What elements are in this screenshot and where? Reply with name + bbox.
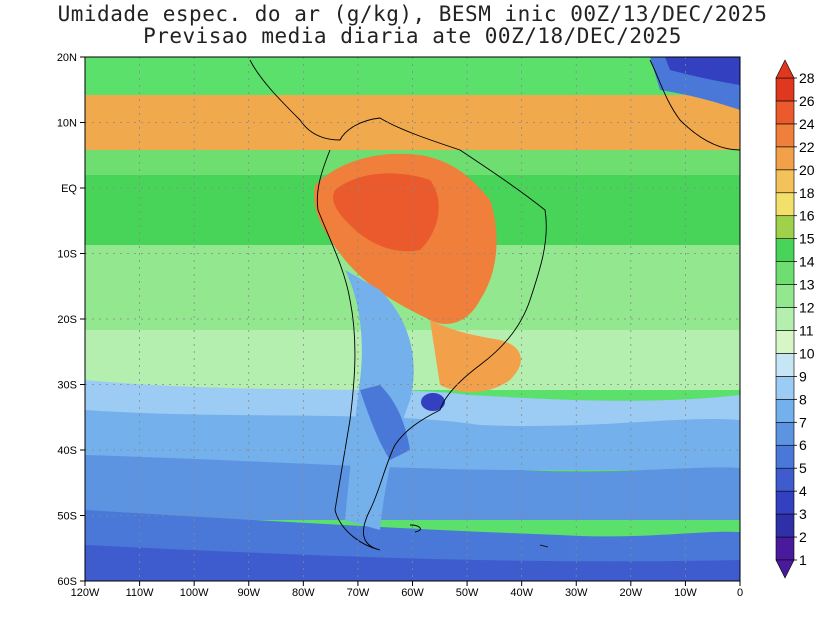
colorbar-segment: [775, 261, 795, 285]
latitude-label: 10S: [57, 249, 77, 261]
longitude-label: 120W: [71, 587, 100, 599]
colorbar-high-arrow: [775, 59, 795, 79]
longitude-label: 20W: [620, 587, 643, 599]
colorbar-label: 5: [799, 460, 807, 476]
longitude-label: 70W: [347, 587, 370, 599]
colorbar-label: 22: [799, 139, 815, 155]
colorbar-segment: [775, 192, 795, 217]
colorbar-label: 14: [799, 254, 815, 270]
colorbar-segment: [775, 284, 795, 308]
latitude-label: 30S: [57, 380, 77, 392]
latitude-label: 20N: [57, 52, 77, 64]
longitude-label: 10W: [674, 587, 697, 599]
longitude-label: 110W: [126, 587, 155, 599]
colorbar-label: 3: [799, 506, 807, 522]
colorbar-segment: [775, 238, 795, 262]
longitude-label: 100W: [180, 587, 209, 599]
longitude-labels: 120W 110W 100W 90W 80W 70W 60W 50W 40W 30W 20W 10W 0: [71, 587, 743, 599]
longitude-label: 30W: [565, 587, 588, 599]
colorbar-label: 7: [799, 414, 807, 430]
colorbar-label: 8: [799, 391, 807, 407]
colorbar-label: 11: [799, 322, 814, 338]
longitude-label: 80W: [292, 587, 315, 599]
colorbar-segment: [775, 513, 795, 538]
map-title-line2: Previsao media diaria ate 00Z/18/DEC/202…: [143, 24, 682, 48]
colorbar-label: 20: [799, 162, 815, 178]
colorbar-segment: [775, 215, 795, 239]
colorbar-segment: [775, 467, 795, 492]
latitude-label: 60S: [57, 576, 77, 588]
colorbar-segment: [775, 444, 795, 469]
colorbar-segment: [775, 376, 795, 400]
latitude-labels: 20N 10N EQ 10S 20S 30S 40S 50S 60S: [57, 52, 78, 588]
colorbar-label: 4: [799, 483, 807, 499]
coastlines: [249, 59, 740, 551]
colorbar-segment: [775, 146, 795, 171]
colorbar-segment: [775, 330, 795, 354]
longitude-label: 60W: [401, 587, 424, 599]
latitude-label: 20S: [57, 314, 77, 326]
longitude-label: 0: [737, 587, 743, 599]
colorbar-label: 9: [799, 368, 807, 384]
colorbar-segment: [775, 307, 795, 331]
colorbar-label: 15: [799, 231, 815, 247]
colorbar-low-arrow: [775, 559, 795, 579]
colorbar-label: 24: [799, 116, 815, 132]
colorbar-label: 18: [799, 185, 815, 201]
colorbar-segment: [775, 169, 795, 194]
latitude-label: 50S: [57, 511, 77, 523]
colorbar-segment: [775, 536, 795, 561]
colorbar-segment: [775, 100, 795, 125]
map-title-line1: Umidade espec. do ar (g/kg), BESM inic 0…: [57, 2, 768, 26]
colorbar-segment: [775, 421, 795, 446]
colorbar-segment: [775, 490, 795, 515]
colorbar-label: 26: [799, 93, 815, 109]
colorbar-label: 10: [799, 345, 815, 361]
colorbar-label: 2: [799, 529, 807, 545]
longitude-label: 40W: [510, 587, 533, 599]
colorbar-label: 16: [799, 208, 815, 224]
colorbar-label: 12: [799, 300, 815, 316]
colorbar-label: 6: [799, 437, 807, 453]
colorbar-label: 1: [799, 552, 807, 568]
axis-ticks: [80, 56, 741, 586]
longitude-label: 50W: [456, 587, 479, 599]
colorbar-segment: [775, 399, 795, 423]
latitude-label: 40S: [57, 445, 77, 457]
colorbar-segment: [775, 77, 795, 102]
latitude-label: 10N: [57, 118, 77, 130]
colorbar-label: 28: [799, 70, 815, 86]
latitude-label: EQ: [61, 183, 77, 195]
colorbar-segment: [775, 123, 795, 148]
colorbar-segment: [775, 353, 795, 377]
longitude-label: 90W: [237, 587, 260, 599]
colorbar-label: 13: [799, 277, 815, 293]
